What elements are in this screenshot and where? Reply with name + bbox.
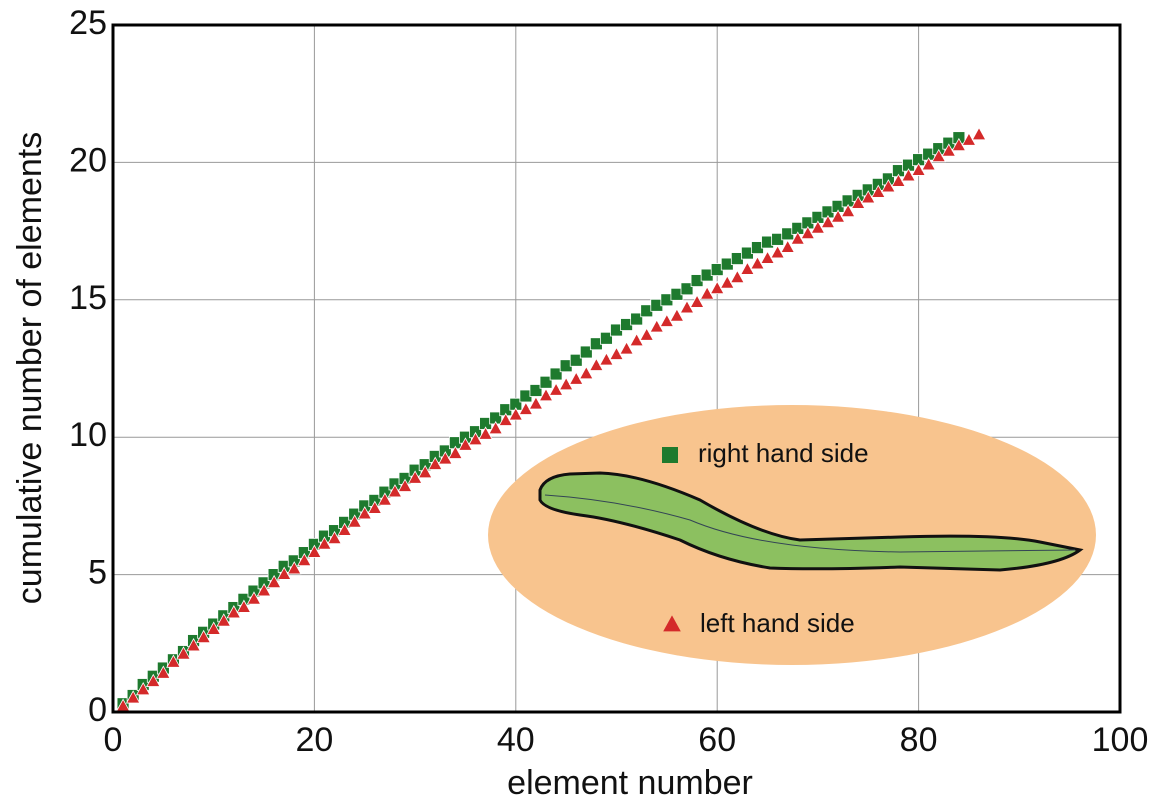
x-tick-label: 100 <box>1092 721 1149 759</box>
x-tick-label: 20 <box>295 721 333 759</box>
y-axis-label: cumulative number of elements <box>11 132 49 604</box>
legend-label: right hand side <box>698 438 869 468</box>
y-tick-label: 10 <box>69 416 107 454</box>
y-tick-label: 0 <box>88 691 107 729</box>
legend-label: left hand side <box>700 608 855 638</box>
y-tick-label: 25 <box>69 4 107 42</box>
legend-marker <box>662 447 678 463</box>
y-tick-label: 15 <box>69 279 107 317</box>
x-axis-label: element number <box>507 764 753 802</box>
x-tick-label: 40 <box>497 721 535 759</box>
chart: element number cumulative number of elem… <box>0 0 1152 809</box>
x-tick-label: 80 <box>900 721 938 759</box>
x-tick-label: 60 <box>698 721 736 759</box>
y-tick-label: 20 <box>69 141 107 179</box>
y-tick-label: 5 <box>88 554 107 592</box>
triangle-marker <box>972 128 985 140</box>
